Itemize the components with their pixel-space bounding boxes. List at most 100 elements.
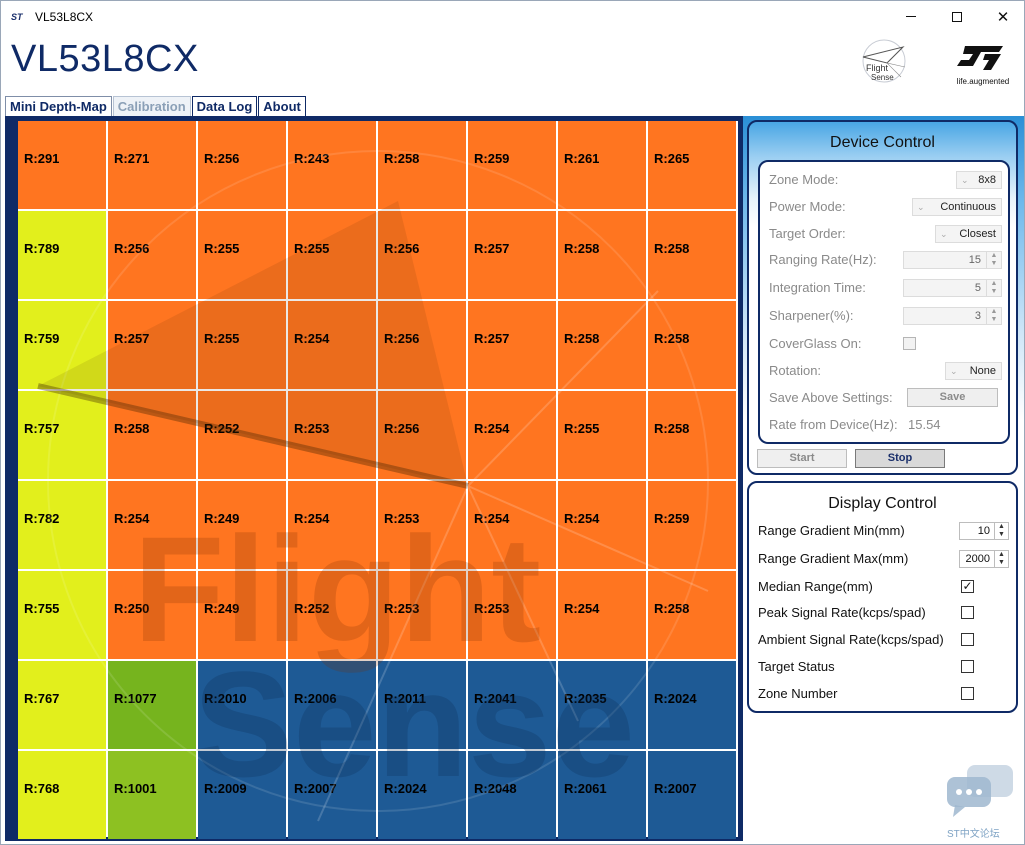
zone-range-label: R:259 [654,511,690,526]
checkmark-icon: ✓ [962,579,973,593]
zone-cell: R:249 [198,571,286,659]
zone-cell: R:2010 [198,661,286,749]
stop-button[interactable]: Stop [855,449,945,468]
zone-cell: R:255 [198,211,286,299]
zone-range-label: R:2024 [654,691,697,706]
zone-range-label: R:252 [294,601,330,616]
zone-cell: R:2007 [648,751,736,839]
minimize-button[interactable] [888,1,934,32]
zone-cell: R:243 [288,121,376,209]
zone-range-label: R:254 [294,511,330,526]
zone-number-checkbox[interactable] [961,687,974,700]
close-button[interactable]: ✕ [980,1,1025,32]
zone-cell: R:2009 [198,751,286,839]
ranging-rate-label: Ranging Rate(Hz): [769,252,877,267]
zone-cell: R:259 [648,481,736,569]
zone-cell: R:254 [558,571,646,659]
zone-range-label: R:1077 [114,691,157,706]
zone-range-label: R:2009 [204,781,247,796]
forum-badge-text: ST中文论坛 [947,829,1000,840]
peak-signal-checkbox[interactable] [961,606,974,619]
zone-cell: R:254 [108,481,196,569]
tab-mini-depth-map[interactable]: Mini Depth-Map [5,96,112,117]
stepper-arrows-icon[interactable]: ▲ ▼ [986,280,1001,296]
tab-data-log[interactable]: Data Log [191,96,258,116]
st-tagline: life.augmented [956,77,1010,86]
zone-range-label: R:256 [384,241,420,256]
zone-cell: R:254 [468,481,556,569]
zone-cell: R:759 [18,301,106,389]
ambient-signal-label: Ambient Signal Rate(kcps/spad) [758,632,944,647]
zone-range-label: R:249 [204,511,240,526]
zone-range-label: R:2024 [384,781,427,796]
power-mode-select[interactable]: ⌄ Continuous [912,198,1002,216]
save-button[interactable]: Save [907,388,998,407]
zone-range-label: R:1001 [114,781,157,796]
zone-range-label: R:255 [204,331,240,346]
zone-range-label: R:2007 [294,781,337,796]
forum-badge[interactable]: ST中文论坛 [941,763,1021,841]
zone-cell: R:258 [648,211,736,299]
device-control-title: Device Control [830,134,935,151]
zone-range-label: R:258 [654,421,690,436]
median-range-checkbox[interactable]: ✓ [961,580,974,593]
zone-cell: R:256 [378,391,466,479]
start-button[interactable]: Start [757,449,847,468]
coverglass-checkbox[interactable] [903,337,916,350]
minimize-icon [906,16,916,17]
zone-range-label: R:782 [24,511,60,526]
zone-cell: R:252 [288,571,376,659]
st-logo-mark [957,46,1003,70]
zone-range-label: R:755 [24,601,60,616]
zone-cell: R:755 [18,571,106,659]
target-status-checkbox[interactable] [961,660,974,673]
target-order-select[interactable]: ⌄ Closest [935,225,1002,243]
sharpener-stepper[interactable]: 3 ▲ ▼ [903,307,1002,325]
range-max-stepper[interactable]: 2000 ▲ ▼ [959,550,1009,568]
zone-range-label: R:256 [384,331,420,346]
zone-cell: R:258 [648,571,736,659]
zone-cell: R:789 [18,211,106,299]
zone-cell: R:291 [18,121,106,209]
integration-time-stepper[interactable]: 5 ▲ ▼ [903,279,1002,297]
zone-cell: R:2061 [558,751,646,839]
zone-cell: R:757 [18,391,106,479]
zone-cell: R:258 [558,211,646,299]
range-min-label: Range Gradient Min(mm) [758,523,905,538]
zone-mode-select[interactable]: ⌄ 8x8 [956,171,1002,189]
stepper-arrows-icon[interactable]: ▲ ▼ [994,523,1008,539]
zone-range-label: R:789 [24,241,60,256]
zone-range-label: R:256 [204,151,240,166]
ranging-rate-stepper[interactable]: 15 ▲ ▼ [903,251,1002,269]
zone-cell: R:782 [18,481,106,569]
sharpener-label: Sharpener(%): [769,308,854,323]
zone-range-label: R:255 [294,241,330,256]
tab-about[interactable]: About [258,96,306,116]
flight-sense-logo: Flight Sense [862,39,906,83]
zone-cell: R:2041 [468,661,556,749]
zone-range-label: R:249 [204,601,240,616]
stepper-arrows-icon[interactable]: ▲ ▼ [986,308,1001,324]
stepper-arrows-icon[interactable]: ▲ ▼ [986,252,1001,268]
svg-text:Sense: Sense [871,73,894,82]
stepper-arrows-icon[interactable]: ▲ ▼ [994,551,1008,567]
zone-cell: R:255 [558,391,646,479]
zone-cell: R:256 [108,211,196,299]
target-order-label: Target Order: [769,226,846,241]
zone-range-label: R:2007 [654,781,697,796]
zone-range-label: R:2010 [204,691,247,706]
rotation-select[interactable]: ⌄ None [945,362,1002,380]
zone-cell: R:2048 [468,751,556,839]
ambient-signal-checkbox[interactable] [961,633,974,646]
zone-cell: R:2024 [378,751,466,839]
zone-cell: R:258 [558,301,646,389]
zone-cell: R:258 [108,391,196,479]
tab-calibration[interactable]: Calibration [112,96,191,116]
range-min-stepper[interactable]: 10 ▲ ▼ [959,522,1009,540]
zone-range-label: R:2035 [564,691,607,706]
depth-map-grid: R:291 R:271 R:256 R:243 R:258 R:259 R:261 R:265… [18,121,738,839]
content-frame: R:291 R:271 R:256 R:243 R:258 R:259 R:261 R:265… [5,116,1024,841]
st-icon: ST [11,11,23,22]
zone-range-label: R:258 [654,331,690,346]
maximize-button[interactable] [934,1,980,32]
